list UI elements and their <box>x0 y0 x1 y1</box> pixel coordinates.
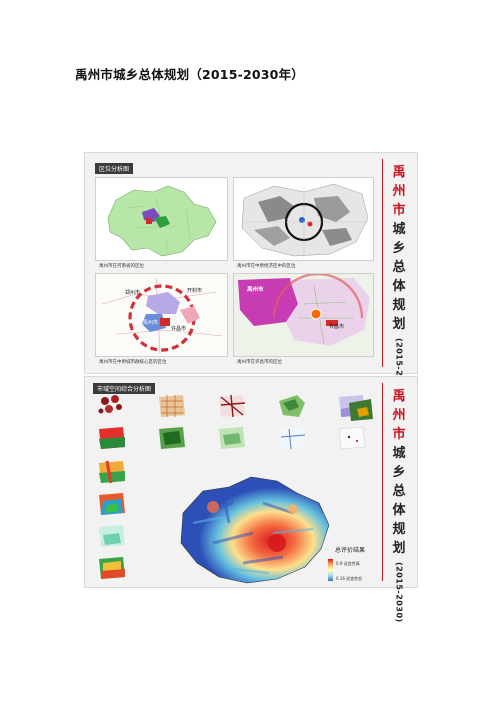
map-caption: 禹州市在河南省的区位 <box>99 264 144 269</box>
map-xuchang-location <box>233 273 374 357</box>
title-char: 市 <box>392 203 406 218</box>
title-char: 规 <box>392 298 406 313</box>
analysis-thumbnail <box>98 395 122 414</box>
analysis-thumbnail <box>159 395 185 417</box>
analysis-thumbnail <box>99 427 125 449</box>
analysis-thumbnail <box>338 426 366 450</box>
vertical-title: 禹 州 市 城 乡 总 体 规 划 (2015-2030) <box>387 387 411 623</box>
title-char: 总 <box>392 260 406 275</box>
composite-evaluation-map <box>180 476 330 584</box>
label-xuchang-city: 许昌市 <box>329 324 345 330</box>
map-caption: 禹州市在中原城市群核心区的区位 <box>99 360 167 365</box>
analysis-thumbnail <box>99 557 125 579</box>
vertical-year: (2015-2030) <box>394 562 404 623</box>
label-zhengzhou: 郑州市 <box>125 290 141 296</box>
title-char: 体 <box>392 503 406 518</box>
legend-high: 0.9 适宜性高 <box>336 561 360 566</box>
title-char: 州 <box>392 408 406 423</box>
legend-gradient <box>328 559 333 581</box>
analysis-thumbnail <box>279 395 305 417</box>
legend-low: 0.16 适宜性低 <box>336 576 363 581</box>
title-char: 划 <box>392 541 406 556</box>
vertical-title: 禹 州 市 城 乡 总 体 规 划 (2015-2030) <box>387 163 411 399</box>
section-tag: 区位分析图 <box>95 163 134 174</box>
title-char: 禹 <box>392 165 406 180</box>
analysis-thumbnail <box>219 394 246 418</box>
title-char: 禹 <box>392 389 406 404</box>
map-henan-location <box>95 177 228 261</box>
divider-line <box>381 383 383 581</box>
map-central-plains <box>233 177 374 261</box>
title-char: 规 <box>392 522 406 537</box>
title-char: 市 <box>392 427 406 442</box>
title-char: 体 <box>392 279 406 294</box>
vertical-year: (2015-2030) <box>394 338 404 399</box>
label-kaifeng: 开封市 <box>187 288 203 294</box>
section-tag: 市域空间综合分析图 <box>93 383 156 394</box>
map-core-city-group <box>95 273 228 357</box>
title-char: 州 <box>392 184 406 199</box>
analysis-thumbnail <box>99 460 125 484</box>
spatial-analysis-panel: 市域空间综合分析图 总评价结果 0.9 适宜性高 <box>84 376 418 623</box>
title-char: 总 <box>392 484 406 499</box>
map-caption: 禹州市在许昌市的区位 <box>237 360 282 365</box>
title-char: 乡 <box>392 241 406 256</box>
title-char: 城 <box>392 222 406 237</box>
title-char: 城 <box>392 446 406 461</box>
analysis-thumbnail <box>99 493 125 515</box>
label-xuchang: 许昌市 <box>171 326 187 332</box>
analysis-thumbnail <box>349 399 373 421</box>
map-caption: 禹州市在中原经济区中的区位 <box>237 264 296 269</box>
title-char: 乡 <box>392 465 406 480</box>
analysis-thumbnail <box>99 525 125 547</box>
analysis-thumbnail <box>159 427 185 449</box>
label-yuzhou: 禹州市 <box>143 320 159 326</box>
analysis-thumbnail <box>219 427 245 449</box>
label-yuzhou-city: 禹州市 <box>247 287 264 293</box>
divider-line <box>381 159 383 367</box>
analysis-thumbnail <box>279 427 306 450</box>
location-analysis-panel: 区位分析图 禹州市在河南省的区位 禹州市在中原经济区中的区位 <box>84 152 418 399</box>
legend-title: 总评价结果 <box>335 547 366 554</box>
title-char: 划 <box>392 317 406 332</box>
document-title: 禹州市城乡总体规划（2015-2030年） <box>75 67 304 82</box>
